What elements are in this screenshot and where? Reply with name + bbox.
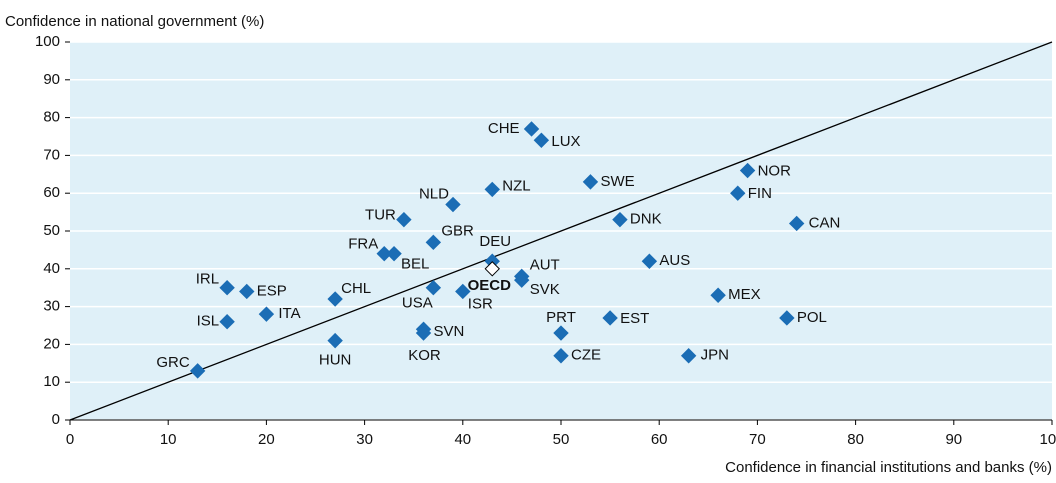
x-tick-label: 50: [553, 431, 570, 448]
y-tick-label: 30: [43, 298, 60, 315]
point-label: SVK: [530, 281, 560, 298]
data-point: [327, 332, 343, 349]
point-label: USA: [402, 295, 433, 312]
data-point: [533, 132, 550, 148]
data-point: [396, 211, 412, 228]
data-point: [710, 287, 726, 303]
point-label: IRL: [196, 271, 219, 288]
x-tick-label: 90: [945, 431, 962, 448]
point-label: DEU: [479, 233, 511, 250]
point-label: KOR: [408, 347, 441, 364]
x-tick-label: 0: [66, 431, 74, 448]
data-point: [680, 348, 697, 364]
data-point: [739, 162, 756, 179]
point-label: CHE: [488, 120, 520, 137]
y-tick-label: 0: [52, 411, 60, 428]
point-label: CZE: [571, 347, 601, 364]
point-label: PRT: [546, 309, 576, 326]
point-label: CAN: [809, 214, 841, 231]
point-label: OECD: [468, 277, 512, 294]
point-label: HUN: [319, 352, 352, 369]
data-point: [445, 196, 461, 213]
data-point: [484, 261, 500, 277]
data-point: [219, 314, 235, 330]
data-point: [189, 363, 206, 379]
point-label: MEX: [728, 286, 761, 303]
data-point: [219, 279, 235, 296]
point-label: GBR: [441, 222, 474, 239]
y-tick-label: 100: [35, 33, 60, 50]
data-point: [612, 211, 628, 228]
data-point: [641, 253, 658, 269]
point-label: DNK: [630, 211, 662, 228]
data-point: [582, 174, 599, 190]
data-point: [514, 272, 530, 288]
data-point: [484, 181, 500, 198]
data-point: [386, 245, 402, 262]
point-label: GRC: [156, 354, 190, 371]
x-tick-label: 80: [847, 431, 864, 448]
y-axis-title: Confidence in national government (%): [5, 13, 264, 30]
data-point: [730, 185, 746, 201]
point-label: JPN: [701, 347, 729, 364]
x-tick-label: 20: [258, 431, 275, 448]
x-tick-label: 40: [454, 431, 471, 448]
x-axis-title: Confidence in financial institutions and…: [725, 459, 1052, 476]
y-tick-label: 50: [43, 222, 60, 239]
data-point: [455, 283, 471, 300]
point-label: POL: [797, 309, 827, 326]
y-tick-label: 40: [43, 260, 60, 277]
point-label: ISR: [468, 295, 493, 312]
point-label: BEL: [401, 256, 429, 273]
y-tick-label: 80: [43, 109, 60, 126]
point-label: SWE: [600, 173, 634, 190]
point-label: FRA: [348, 236, 378, 253]
point-label: AUS: [659, 252, 690, 269]
data-point: [327, 291, 343, 307]
x-tick-label: 100: [1039, 431, 1056, 448]
y-tick-label: 20: [43, 335, 60, 352]
data-point: [523, 121, 540, 137]
data-point: [788, 215, 805, 232]
point-label: NOR: [758, 162, 792, 179]
point-label: SVN: [434, 323, 465, 340]
point-label: LUX: [551, 133, 580, 150]
diagonal: [69, 41, 1053, 421]
x-tick-label: 10: [160, 431, 177, 448]
x-tick-label: 60: [651, 431, 668, 448]
y-tick-label: 10: [43, 373, 60, 390]
point-label: AUT: [530, 256, 560, 273]
point-label: NLD: [419, 186, 449, 203]
x-tick-label: 30: [356, 431, 373, 448]
x-tick-label: 70: [749, 431, 766, 448]
y-tick-label: 60: [43, 184, 60, 201]
data-point: [425, 234, 442, 251]
y-tick-label: 70: [43, 146, 60, 163]
data-point: [239, 283, 255, 300]
data-point: [779, 310, 795, 326]
point-label: TUR: [365, 207, 396, 224]
data-point: [425, 279, 442, 296]
point-label: ISL: [197, 313, 220, 330]
data-point: [258, 306, 275, 322]
point-label: FIN: [748, 185, 772, 202]
y-tick-label: 90: [43, 71, 60, 88]
point-label: CHL: [341, 280, 371, 297]
data-point: [602, 310, 618, 326]
data-point: [553, 325, 569, 341]
data-point: [415, 325, 432, 341]
point-label: ITA: [278, 305, 300, 322]
point-label: ESP: [257, 282, 287, 299]
point-label: EST: [620, 310, 649, 327]
data-point: [553, 348, 569, 364]
point-label: NZL: [502, 177, 530, 194]
